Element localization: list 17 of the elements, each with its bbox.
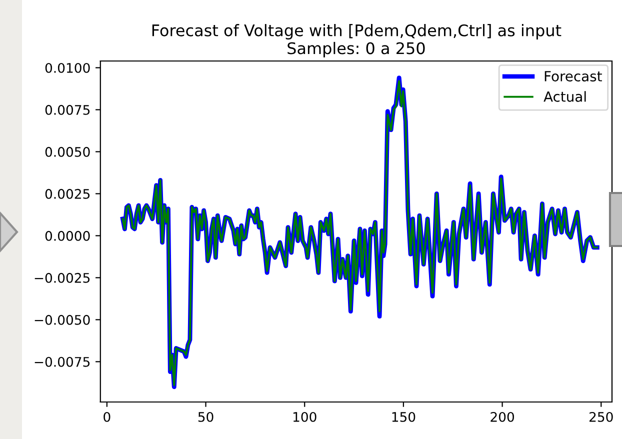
y-tick-label: −0.0025 (34, 272, 90, 283)
chart-title: Forecast of Voltage with [Pdem,Qdem,Ctrl] as input Samples: 0 a 250 (152, 24, 562, 58)
legend-label: Actual (544, 91, 586, 102)
x-tick-label: 250 (590, 412, 613, 422)
x-tick-label: 0 (104, 412, 110, 422)
x-tick-label: 200 (490, 412, 514, 422)
y-tick-label: 0.0000 (45, 230, 90, 241)
y-tick-label: −0.0050 (34, 314, 90, 325)
y-tick-label: −0.0075 (34, 356, 90, 367)
x-tick-label: 100 (293, 412, 316, 422)
x-tick-label: 150 (392, 412, 416, 422)
y-tick-label: 0.0050 (45, 146, 90, 157)
y-tick-label: 0.0075 (45, 104, 90, 115)
x-tick-label: 50 (198, 412, 214, 422)
legend-label: Forecast (544, 71, 602, 82)
y-tick-label: 0.0100 (45, 62, 90, 73)
y-tick-label: 0.0025 (45, 188, 90, 199)
